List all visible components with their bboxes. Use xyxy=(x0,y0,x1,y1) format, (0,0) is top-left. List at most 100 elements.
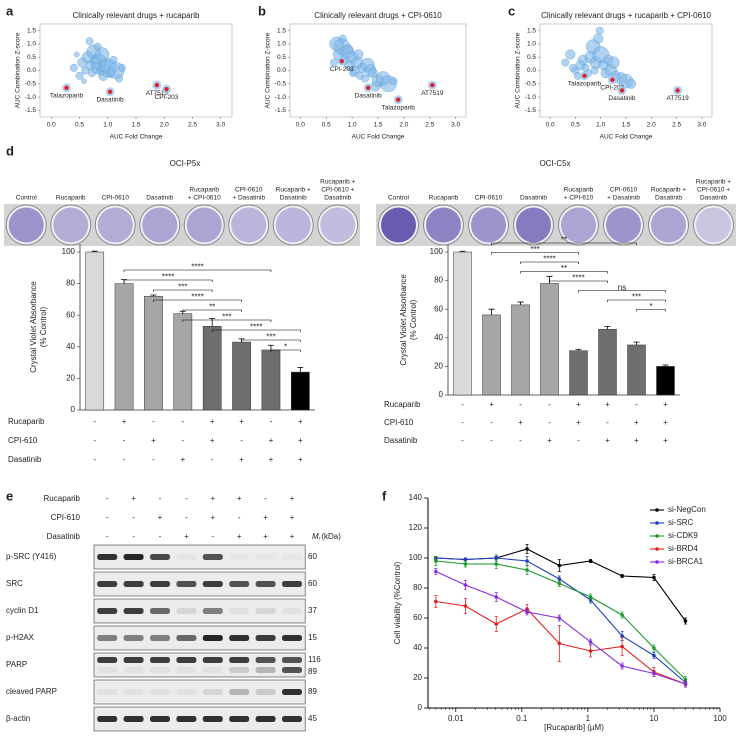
blot-band xyxy=(255,667,276,673)
y-tick-label: 20 xyxy=(66,374,75,383)
data-point xyxy=(652,653,656,658)
x-tick-label: 0.1 xyxy=(516,714,528,723)
significance-bracket xyxy=(153,299,242,302)
plate xyxy=(228,204,270,246)
x-axis-label: [Rucaparib] (μM) xyxy=(544,723,604,732)
blot-band xyxy=(255,581,276,587)
significance-bracket xyxy=(520,261,579,264)
significance-label: ** xyxy=(561,264,567,273)
significance-bracket xyxy=(182,309,242,312)
blot-band xyxy=(176,554,196,560)
x-tick-label: 0.0 xyxy=(546,122,555,129)
x-tick-label: 1.5 xyxy=(373,122,382,129)
x-tick-label: 1.0 xyxy=(596,122,605,129)
bar xyxy=(598,328,617,396)
y-axis-label: Cell viability (%Control) xyxy=(393,561,402,644)
treatment-name: Dasatinib xyxy=(47,532,81,541)
y-tick-label: 1.0 xyxy=(27,41,36,48)
blot-band xyxy=(229,657,250,663)
plate-stain xyxy=(275,207,311,243)
error-bar xyxy=(91,250,98,252)
plate-stain xyxy=(606,207,641,243)
y-axis-label: AUC Combination Z-score xyxy=(265,32,272,108)
blot-band xyxy=(282,635,302,641)
treatment-sign: + xyxy=(290,513,295,522)
x-axis-label: AUC Fold Change xyxy=(600,134,653,141)
bubble xyxy=(349,69,358,78)
treatment-sign: - xyxy=(519,400,522,409)
y-tick-label: 80 xyxy=(413,583,422,592)
panel-letter: d xyxy=(6,143,14,158)
y-tick-label: 0.0 xyxy=(527,67,536,74)
significance-bracket xyxy=(123,279,213,282)
blot-band xyxy=(176,635,197,641)
bar xyxy=(540,283,559,396)
y-axis-label: (% Control) xyxy=(39,306,48,347)
y-tick-label: 80 xyxy=(434,276,443,285)
treatment-sign: - xyxy=(461,400,464,409)
bubble xyxy=(81,78,87,84)
treatment-sign: - xyxy=(93,417,96,426)
y-tick-label: 0 xyxy=(418,703,423,712)
treatment-name: CPI-610 xyxy=(51,513,81,522)
error-bar xyxy=(662,364,669,367)
point-label: CPI-203 xyxy=(330,66,354,73)
blot-band xyxy=(229,635,250,641)
highlight-point xyxy=(395,97,401,102)
blot-band xyxy=(255,635,276,641)
y-tick-label: -0.5 xyxy=(275,81,287,88)
treatment-sign: + xyxy=(151,436,156,445)
point-label: Dasatinib xyxy=(608,95,635,102)
x-tick-label: 2.5 xyxy=(672,122,681,129)
plot-frame xyxy=(539,23,713,118)
panel-letter: a xyxy=(6,3,14,18)
blot-row-label: SRC xyxy=(6,579,23,588)
plate-stain xyxy=(142,207,178,243)
data-point xyxy=(525,568,529,572)
y-tick-label: -1.5 xyxy=(525,107,537,114)
y-tick-label: 100 xyxy=(409,553,423,562)
blot-band xyxy=(150,608,170,614)
bar xyxy=(290,371,310,411)
plate xyxy=(94,204,136,246)
bubble xyxy=(578,54,589,65)
panel-letter: b xyxy=(258,3,266,18)
data-point xyxy=(525,559,529,563)
plate-label: + Dasatinib xyxy=(232,195,265,202)
plate-label: Dasatinib xyxy=(146,195,173,202)
significance-label: **** xyxy=(191,293,203,302)
treatment-sign: - xyxy=(519,436,522,445)
x-tick-label: 0.0 xyxy=(296,122,305,129)
blot-band xyxy=(123,635,144,641)
treatment-sign: + xyxy=(263,513,268,522)
highlight-point xyxy=(675,88,680,93)
plate-label: Rucaparib xyxy=(189,187,219,194)
bubble xyxy=(75,71,84,80)
significance-bracket xyxy=(153,289,213,292)
plot-frame xyxy=(39,23,233,118)
blot-band xyxy=(123,667,144,673)
bubble xyxy=(69,63,78,72)
y-tick-label: -1.5 xyxy=(25,107,37,114)
significance-label: *** xyxy=(632,293,641,302)
error-bar xyxy=(488,308,495,315)
x-tick-label: 2.0 xyxy=(160,122,169,129)
treatment-sign: + xyxy=(634,436,639,445)
treatment-sign: - xyxy=(238,513,241,522)
bar xyxy=(202,326,222,411)
treatment-sign: + xyxy=(210,417,215,426)
point-label: AT7519 xyxy=(666,95,689,102)
data-point xyxy=(588,649,593,653)
y-tick-label: -1.0 xyxy=(25,94,37,101)
x-tick-label: 10 xyxy=(649,714,658,723)
blot-row-label: p-SRC (Y416) xyxy=(6,552,57,561)
bar xyxy=(144,295,163,411)
highlight-point xyxy=(107,89,113,94)
point-label: Dasatinib xyxy=(96,96,123,103)
significance-label: *** xyxy=(530,245,539,254)
data-point xyxy=(557,641,562,646)
blot-band xyxy=(282,716,302,722)
error-bar xyxy=(209,317,216,327)
x-axis-label: AUC Fold Change xyxy=(352,134,405,141)
treatment-sign: + xyxy=(263,532,268,541)
